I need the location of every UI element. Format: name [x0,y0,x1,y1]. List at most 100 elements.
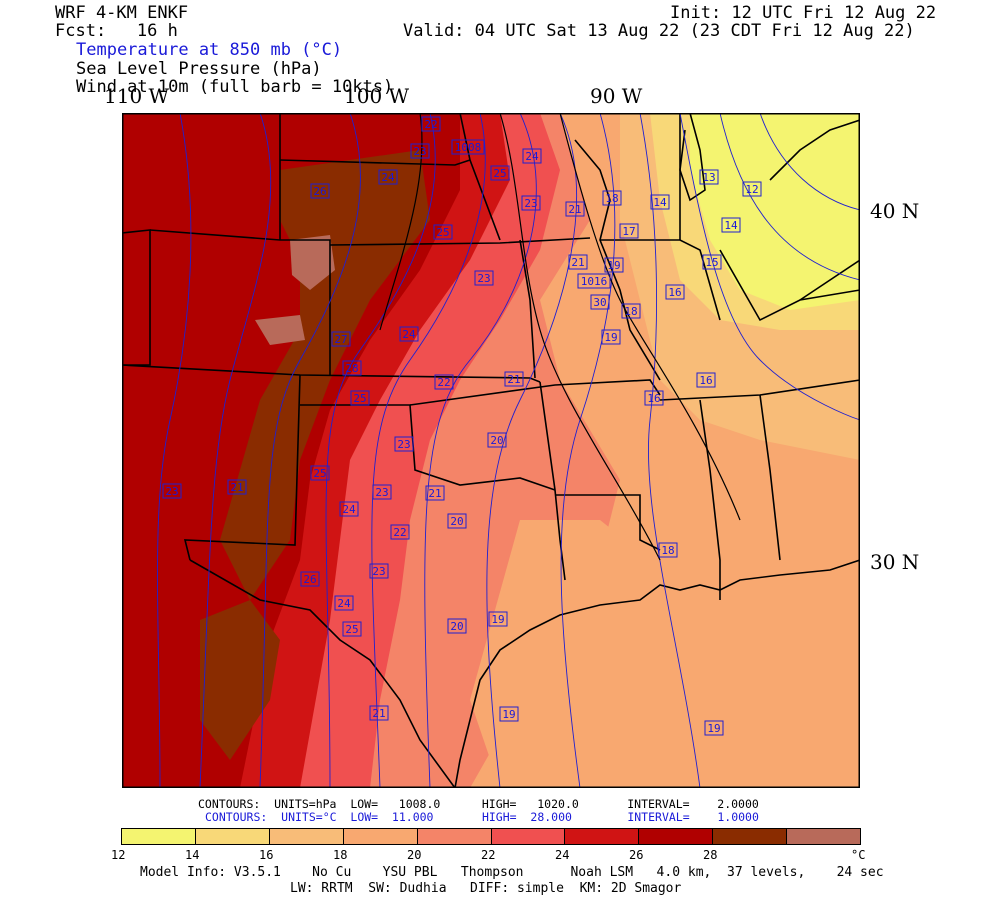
contour-label-box [421,116,441,132]
contour-label: 23 [477,272,490,285]
contour-label: 19 [607,259,620,272]
slp-contour-info: CONTOURS: UNITS=hPa LOW= 1008.0 HIGH= 10… [198,797,759,811]
contour-label-box [334,595,354,611]
contour-label-box [644,390,664,406]
contour-label: 16 [647,392,660,405]
legend-tick-label: 18 [333,848,348,862]
contour-label-box [488,611,508,627]
contour-label-box [490,165,510,181]
contour-label-box [227,479,247,495]
contour-label: 16 [668,286,681,299]
lake-shore-ne [769,119,860,181]
contour-label: 24 [402,328,416,341]
legend-tick-label: 12 [111,848,126,862]
contour-label: 16 [699,374,712,387]
contour-label-box [658,542,678,558]
model-physics: LW: RRTM SW: Dudhia DIFF: simple KM: 2D … [290,881,682,896]
contour-label: 25 [493,167,506,180]
contour-label-box [342,621,362,637]
contour-label-box [619,223,639,239]
contour-label: 23 [165,485,178,498]
contour-label-box [339,501,359,517]
lat-label-30n: 30 N [870,550,920,574]
contour-label: 23 [397,438,410,451]
contour-label-box [721,217,741,233]
lat-label-40n: 40 N [870,199,920,223]
contour-label: 21 [571,256,584,269]
contour-label: 24 [337,597,351,610]
contour-label-box [702,254,722,270]
contour-label: 15 [705,256,718,269]
contour-label: 12 [745,183,758,196]
legend-swatch [122,829,196,844]
field-temperature: Temperature at 850 mb (°C) [76,40,343,60]
contour-label: 14 [653,196,667,209]
state-borders [122,113,860,600]
contour-label: 23 [375,486,388,499]
contour-label: 25 [313,467,326,480]
contour-label: 20 [450,620,463,633]
contour-label-box [410,143,430,159]
contour-label: 19 [502,708,515,721]
contour-label: 21 [507,373,520,386]
legend-swatch [195,829,270,844]
contour-label-box [310,465,330,481]
valid-time: Valid: 04 UTC Sat 13 Aug 22 (23 CDT Fri … [403,21,915,41]
lon-label-100w: 100 W [344,84,410,108]
contour-label: 21 [372,707,385,720]
lake-michigan [679,113,706,202]
contour-label: 24 [381,171,395,184]
gulf-coastline [454,559,860,788]
mexico-border [189,559,456,788]
contour-label: 20 [490,434,503,447]
contour-label: 18 [661,544,674,557]
contour-label: 17 [622,225,635,238]
temp-contour-info: CONTOURS: UNITS=°C LOW= 11.000 HIGH= 28.… [205,810,759,824]
contour-label-box [378,169,398,185]
contour-label: 18 [624,305,637,318]
contour-label-box [434,374,454,390]
legend-tick-label: 14 [185,848,200,862]
model-info: Model Info: V3.5.1 No Cu YSU PBL Thompso… [140,865,884,880]
legend-swatch [269,829,344,844]
contour-label-box [696,372,716,388]
contour-label: 27 [334,333,347,346]
contour-label-box [372,484,392,500]
contour-label-box [451,139,485,155]
legend-tick-label: 28 [703,848,718,862]
contour-label: 26 [313,185,326,198]
temp-band-high [290,235,335,290]
contour-label: 19 [707,722,720,735]
contour-label: 22 [424,118,437,131]
contour-label-box [499,706,519,722]
contour-label: 23 [372,565,385,578]
contour-label-box [390,524,410,540]
contour-label: 1008 [455,141,482,154]
contour-label-box [565,201,585,217]
contour-label: 25 [345,623,358,636]
isobar-lines [379,113,741,561]
contour-label-box [425,485,445,501]
temp-band-12-14 [690,113,860,310]
legend-swatch [787,829,861,844]
legend-tick-label: 26 [629,848,644,862]
legend-tick-label: 16 [259,848,274,862]
contour-label: 28 [345,362,358,375]
contour-label-box [342,360,362,376]
contour-label-box [162,483,182,499]
legend-tick-label: 24 [555,848,570,862]
contour-label: 20 [450,515,463,528]
lon-label-110w: 110 W [104,84,170,108]
temperature-legend [121,828,861,845]
contour-label-box [577,273,611,289]
contour-label-box [665,284,685,300]
contour-label-box [621,303,641,319]
contour-label-box [504,371,524,387]
contour-label: 22 [393,526,406,539]
contour-label-box [369,705,389,721]
temp-band-18-20-lower [470,520,860,788]
contour-label-box [474,270,494,286]
contour-labels: 22 23 1008 24 24 25 26 23 21 18 14 13 12 14 25 17 21 19 15… [162,116,762,736]
field-wind: Wind at 10m (full barb = 10kts) [76,77,394,97]
contour-label-box [604,257,624,273]
